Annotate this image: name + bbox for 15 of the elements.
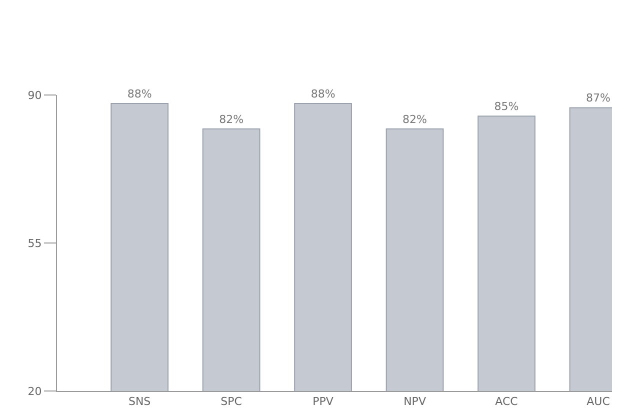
y-tick-label: 90 bbox=[28, 88, 42, 102]
x-tick-label: AUC bbox=[586, 395, 610, 408]
data-label: 85% bbox=[494, 100, 519, 114]
data-label: 88% bbox=[310, 87, 336, 100]
data-label: 82% bbox=[402, 112, 427, 126]
x-tick-label: SPC bbox=[220, 395, 242, 408]
data-label: 88% bbox=[127, 87, 152, 100]
data-label: 87% bbox=[586, 92, 610, 105]
x-tick-label: SNS bbox=[128, 395, 151, 408]
data-label: 82% bbox=[219, 112, 244, 126]
x-tick-label: PPV bbox=[312, 395, 334, 408]
y-tick-label: 55 bbox=[28, 236, 42, 250]
x-tick-label: NPV bbox=[404, 395, 426, 408]
x-tick-label: ACC bbox=[495, 395, 518, 408]
y-tick-label: 20 bbox=[28, 384, 42, 398]
